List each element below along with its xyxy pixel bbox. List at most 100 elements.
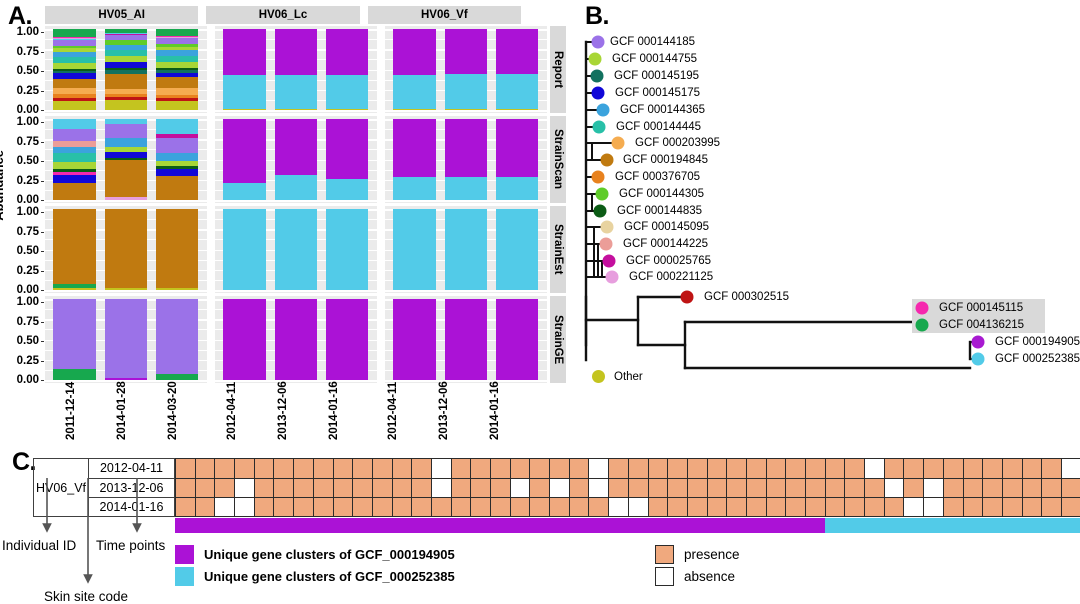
heatmap-cell-presence[interactable] (490, 478, 510, 498)
heatmap-cell-presence[interactable] (372, 497, 392, 517)
heatmap-cell-presence[interactable] (392, 478, 412, 498)
heatmap-cell-presence[interactable] (1061, 478, 1080, 498)
heatmap-cell-presence[interactable] (785, 478, 805, 498)
heatmap-cell-presence[interactable] (1022, 458, 1042, 478)
heatmap-cell-presence[interactable] (766, 478, 786, 498)
heatmap-cell-presence[interactable] (569, 458, 589, 478)
heatmap-cell-presence[interactable] (707, 497, 727, 517)
stacked-bar[interactable] (105, 29, 147, 110)
heatmap-cell-presence[interactable] (569, 478, 589, 498)
heatmap-cell-presence[interactable] (313, 497, 333, 517)
heatmap-cell-presence[interactable] (411, 497, 431, 517)
heatmap-cell-presence[interactable] (392, 497, 412, 517)
tree-tip-dot[interactable] (612, 137, 625, 150)
stacked-bar[interactable] (326, 119, 368, 200)
heatmap-cell-presence[interactable] (648, 497, 668, 517)
heatmap-cell-presence[interactable] (746, 497, 766, 517)
heatmap-cell-presence[interactable] (785, 497, 805, 517)
heatmap-cell-presence[interactable] (214, 458, 234, 478)
heatmap-cell-presence[interactable] (884, 458, 904, 478)
heatmap-cell-presence[interactable] (844, 478, 864, 498)
stacked-bar[interactable] (445, 209, 487, 290)
heatmap-cell-presence[interactable] (451, 458, 471, 478)
stacked-bar[interactable] (223, 119, 265, 200)
heatmap-cell-presence[interactable] (667, 497, 687, 517)
heatmap-cell-presence[interactable] (805, 478, 825, 498)
heatmap-cell-presence[interactable] (1022, 497, 1042, 517)
stacked-bar[interactable] (275, 209, 317, 290)
heatmap-cell-presence[interactable] (510, 497, 530, 517)
heatmap-cell-absence[interactable] (628, 497, 648, 517)
heatmap-cell-presence[interactable] (766, 458, 786, 478)
heatmap-cell-presence[interactable] (608, 478, 628, 498)
heatmap-cell-presence[interactable] (175, 478, 195, 498)
heatmap-cell-presence[interactable] (923, 458, 943, 478)
tree-tip-dot[interactable] (606, 271, 619, 284)
stacked-bar[interactable] (156, 299, 198, 380)
heatmap-cell-presence[interactable] (352, 458, 372, 478)
tree-tip-dot[interactable] (592, 87, 605, 100)
tree-tip-dot[interactable] (916, 319, 929, 332)
heatmap-cell-presence[interactable] (431, 497, 451, 517)
tree-tip-dot[interactable] (972, 336, 985, 349)
heatmap-cell-presence[interactable] (510, 458, 530, 478)
heatmap-cell-presence[interactable] (254, 497, 274, 517)
stacked-bar[interactable] (156, 29, 198, 110)
heatmap-cell-presence[interactable] (667, 478, 687, 498)
heatmap-cell-presence[interactable] (844, 458, 864, 478)
heatmap-cell-absence[interactable] (903, 497, 923, 517)
heatmap-cell-presence[interactable] (273, 478, 293, 498)
stacked-bar[interactable] (496, 29, 538, 110)
heatmap-cell-presence[interactable] (726, 478, 746, 498)
stacked-bar[interactable] (223, 299, 265, 380)
heatmap-cell-presence[interactable] (1002, 497, 1022, 517)
heatmap-cell-presence[interactable] (726, 497, 746, 517)
heatmap-cell-presence[interactable] (903, 458, 923, 478)
heatmap-cell-presence[interactable] (273, 497, 293, 517)
stacked-bar[interactable] (393, 119, 435, 200)
heatmap-cell-presence[interactable] (451, 497, 471, 517)
tree-tip-dot[interactable] (594, 205, 607, 218)
stacked-bar[interactable] (156, 119, 198, 200)
stacked-bar[interactable] (53, 29, 95, 110)
heatmap-cell-presence[interactable] (293, 497, 313, 517)
stacked-bar[interactable] (105, 299, 147, 380)
heatmap-cell-presence[interactable] (313, 478, 333, 498)
tree-tip-dot[interactable] (597, 104, 610, 117)
heatmap-cell-presence[interactable] (1041, 478, 1061, 498)
heatmap-cell-presence[interactable] (963, 458, 983, 478)
heatmap-cell-presence[interactable] (372, 458, 392, 478)
tree-tip-dot[interactable] (916, 302, 929, 315)
heatmap-cell-presence[interactable] (864, 478, 884, 498)
stacked-bar[interactable] (53, 209, 95, 290)
heatmap-cell-presence[interactable] (726, 458, 746, 478)
heatmap-cell-presence[interactable] (470, 478, 490, 498)
heatmap-cell-presence[interactable] (451, 478, 471, 498)
stacked-bar[interactable] (326, 209, 368, 290)
heatmap-cell-presence[interactable] (273, 458, 293, 478)
heatmap-cell-presence[interactable] (529, 458, 549, 478)
heatmap-cell-absence[interactable] (431, 478, 451, 498)
tree-tip-dot[interactable] (592, 171, 605, 184)
stacked-bar[interactable] (393, 29, 435, 110)
stacked-bar[interactable] (156, 209, 198, 290)
stacked-bar[interactable] (496, 299, 538, 380)
heatmap-cell-presence[interactable] (293, 478, 313, 498)
stacked-bar[interactable] (275, 299, 317, 380)
heatmap-cell-presence[interactable] (667, 458, 687, 478)
heatmap-cell-presence[interactable] (943, 478, 963, 498)
stacked-bar[interactable] (223, 29, 265, 110)
heatmap-cell-absence[interactable] (588, 478, 608, 498)
heatmap-cell-presence[interactable] (982, 458, 1002, 478)
heatmap-cell-presence[interactable] (1041, 458, 1061, 478)
heatmap-cell-absence[interactable] (864, 458, 884, 478)
stacked-bar[interactable] (326, 299, 368, 380)
heatmap-cell-presence[interactable] (333, 497, 353, 517)
heatmap-cell-presence[interactable] (1061, 497, 1080, 517)
heatmap-cell-presence[interactable] (864, 497, 884, 517)
heatmap-cell-presence[interactable] (529, 497, 549, 517)
heatmap-cell-presence[interactable] (648, 478, 668, 498)
heatmap-cell-presence[interactable] (608, 458, 628, 478)
heatmap-cell-presence[interactable] (333, 478, 353, 498)
heatmap-cell-presence[interactable] (687, 478, 707, 498)
